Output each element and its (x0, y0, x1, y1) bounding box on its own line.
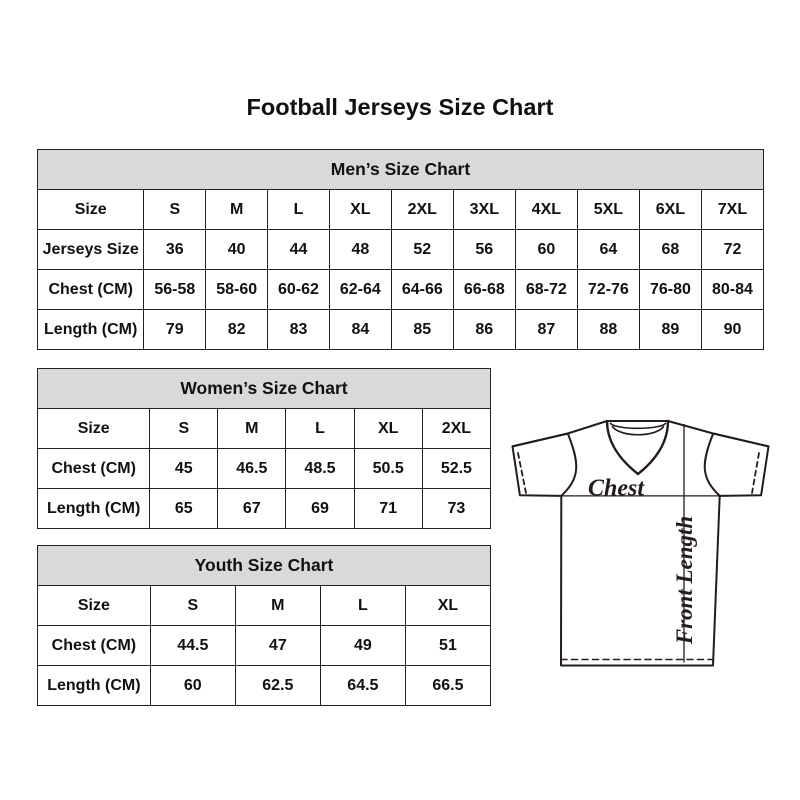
svg-text:Front Length: Front Length (672, 516, 697, 645)
svg-text:Chest: Chest (588, 476, 645, 502)
